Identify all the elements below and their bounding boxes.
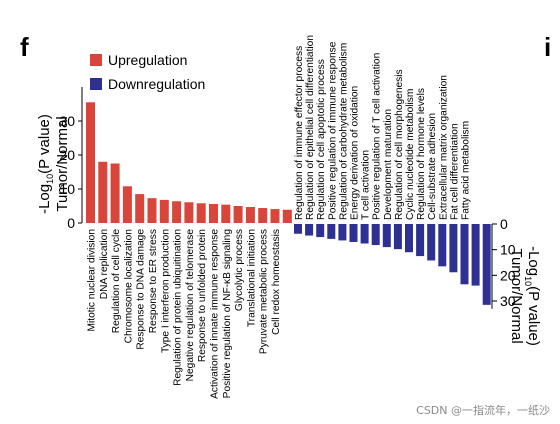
up-bar: [86, 102, 95, 223]
down-category-label: Positive regulation of T cell activation: [372, 53, 383, 220]
down-category-label: Positive regulation of immune response: [327, 41, 338, 220]
up-bar: [147, 198, 157, 223]
down-bar: [349, 224, 358, 242]
legend-swatch-up: [90, 54, 102, 66]
up-category-label: Response to ER stress: [148, 229, 159, 333]
down-bar: [338, 224, 347, 241]
down-category-label: Fatty acid metabolism: [461, 121, 472, 220]
up-bar: [98, 161, 108, 223]
down-category-label: Fat cell differentiation: [449, 123, 460, 220]
down-bar: [294, 224, 302, 234]
up-category-label: Regulation of protein ubiquitination: [173, 229, 184, 386]
up-category-label: Response to unfolded protein: [197, 229, 208, 362]
down-bar: [327, 224, 336, 239]
down-bar: [316, 224, 325, 238]
legend-label-up: Upregulation: [108, 52, 187, 68]
down-bar: [449, 224, 458, 273]
up-category-label: Negative regulation of telomerase: [185, 229, 196, 382]
up-category-label: Chromosome localization: [123, 229, 134, 343]
panel-letter-i: i: [544, 32, 551, 62]
up-bar: [270, 209, 280, 223]
down-category-label: Energy derivation of oxidation: [350, 86, 361, 220]
up-bar: [110, 163, 120, 223]
legend-swatch-down: [90, 78, 102, 90]
down-bar: [471, 224, 480, 286]
down-bar: [416, 224, 425, 257]
up-bar: [135, 194, 145, 223]
up-bar: [258, 208, 268, 223]
left-y-tick-label: 0: [67, 215, 75, 231]
up-bar: [172, 201, 182, 223]
down-category-label: Extracellular matrix organization: [438, 75, 449, 220]
down-bar: [393, 224, 402, 250]
down-category-label: Cell-substrate adhesion: [427, 113, 438, 220]
down-category-label: Regulation of cell morphogenesis: [394, 69, 405, 220]
legend-label-down: Downregulation: [108, 76, 205, 92]
down-category-label: Regulation of epithelial cell differenti…: [305, 35, 316, 220]
down-bar: [438, 224, 447, 267]
up-bar: [184, 202, 194, 223]
right-y-tick-label: 20: [500, 267, 516, 283]
up-category-label: Glycolytic process: [234, 229, 245, 311]
down-category-label: Regulation of hormone levels: [416, 88, 427, 220]
down-bar: [482, 224, 491, 305]
left-y-tick-label: 20: [59, 147, 75, 163]
up-category-label: Regulation of cell cycle: [111, 229, 122, 334]
up-category-label: Positive regulation of NF-κB signaling: [222, 229, 233, 399]
down-bar: [460, 224, 469, 285]
up-bar: [209, 203, 218, 223]
down-bar: [371, 224, 380, 246]
up-bar: [245, 207, 255, 223]
down-category-label: T cell activation: [361, 150, 372, 220]
down-bar: [405, 224, 413, 253]
down-bar: [305, 224, 314, 236]
right-y-tick-label: 10: [500, 242, 516, 258]
watermark: CSDN @一指流年，一纸沙: [416, 404, 550, 417]
up-category-label: Translational initiation: [246, 229, 257, 327]
up-category-label: DNA replication: [99, 229, 110, 299]
up-bar: [122, 186, 132, 223]
panel-letter-f: f: [20, 32, 29, 62]
down-bar: [360, 224, 369, 244]
up-category-label: Mitotic nuclear division: [87, 229, 98, 331]
up-category-label: Cell redox homeostasis: [271, 229, 282, 335]
right-y-tick-label: 0: [500, 216, 508, 232]
right-ylabel-line2: Tumor/Normal: [508, 248, 525, 343]
up-category-label: Response to DNA damage: [136, 229, 147, 350]
down-category-label: Regulation of immune effector process: [294, 46, 305, 220]
up-category-label: Type I interferon production: [160, 229, 171, 353]
left-y-tick-label: 10: [59, 181, 75, 197]
up-bar: [196, 203, 206, 223]
up-bar: [233, 206, 243, 223]
right-ylabel-line1: -Log10(P value): [523, 246, 542, 346]
up-category-label: Pyruvate metabolic process: [259, 229, 270, 354]
up-category-label: Activation of innate immune response: [210, 229, 221, 399]
down-category-label: Regulation of carbohydrate metabolism: [338, 43, 349, 220]
up-bar: [221, 204, 231, 223]
up-bar: [159, 199, 169, 223]
down-bar: [382, 224, 391, 248]
down-category-label: Regulation of cell apoptotic process: [316, 59, 327, 220]
right-y-tick-label: 30: [500, 293, 516, 309]
down-bar: [427, 224, 436, 261]
down-category-label: Development maturation: [383, 109, 394, 220]
left-ylabel-line1: -Log10(P value): [36, 114, 55, 214]
left-ylabel-line2: Tumor/Normal: [54, 116, 71, 211]
up-bar: [282, 209, 292, 223]
down-category-label: Cyclic nucleotide metabolism: [405, 89, 416, 220]
left-y-tick-label: 30: [59, 113, 75, 129]
